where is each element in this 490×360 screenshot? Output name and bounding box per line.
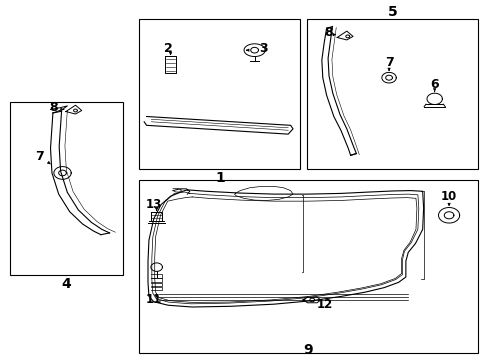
Text: 6: 6 <box>430 78 439 91</box>
Text: 2: 2 <box>164 42 172 55</box>
Bar <box>10 102 122 275</box>
Text: 13: 13 <box>146 198 162 211</box>
Bar <box>307 19 478 170</box>
Text: 3: 3 <box>259 42 268 55</box>
Text: 5: 5 <box>388 5 398 19</box>
Text: 8: 8 <box>325 26 333 39</box>
Text: 7: 7 <box>385 57 393 69</box>
Text: 10: 10 <box>441 190 457 203</box>
Text: 4: 4 <box>61 277 71 291</box>
Text: 1: 1 <box>215 171 225 185</box>
Text: 12: 12 <box>317 298 333 311</box>
Text: 11: 11 <box>146 293 162 306</box>
Text: 7: 7 <box>35 149 44 162</box>
Text: 8: 8 <box>49 101 58 114</box>
Text: 9: 9 <box>304 343 313 357</box>
Bar <box>139 19 300 170</box>
Bar <box>139 180 478 353</box>
